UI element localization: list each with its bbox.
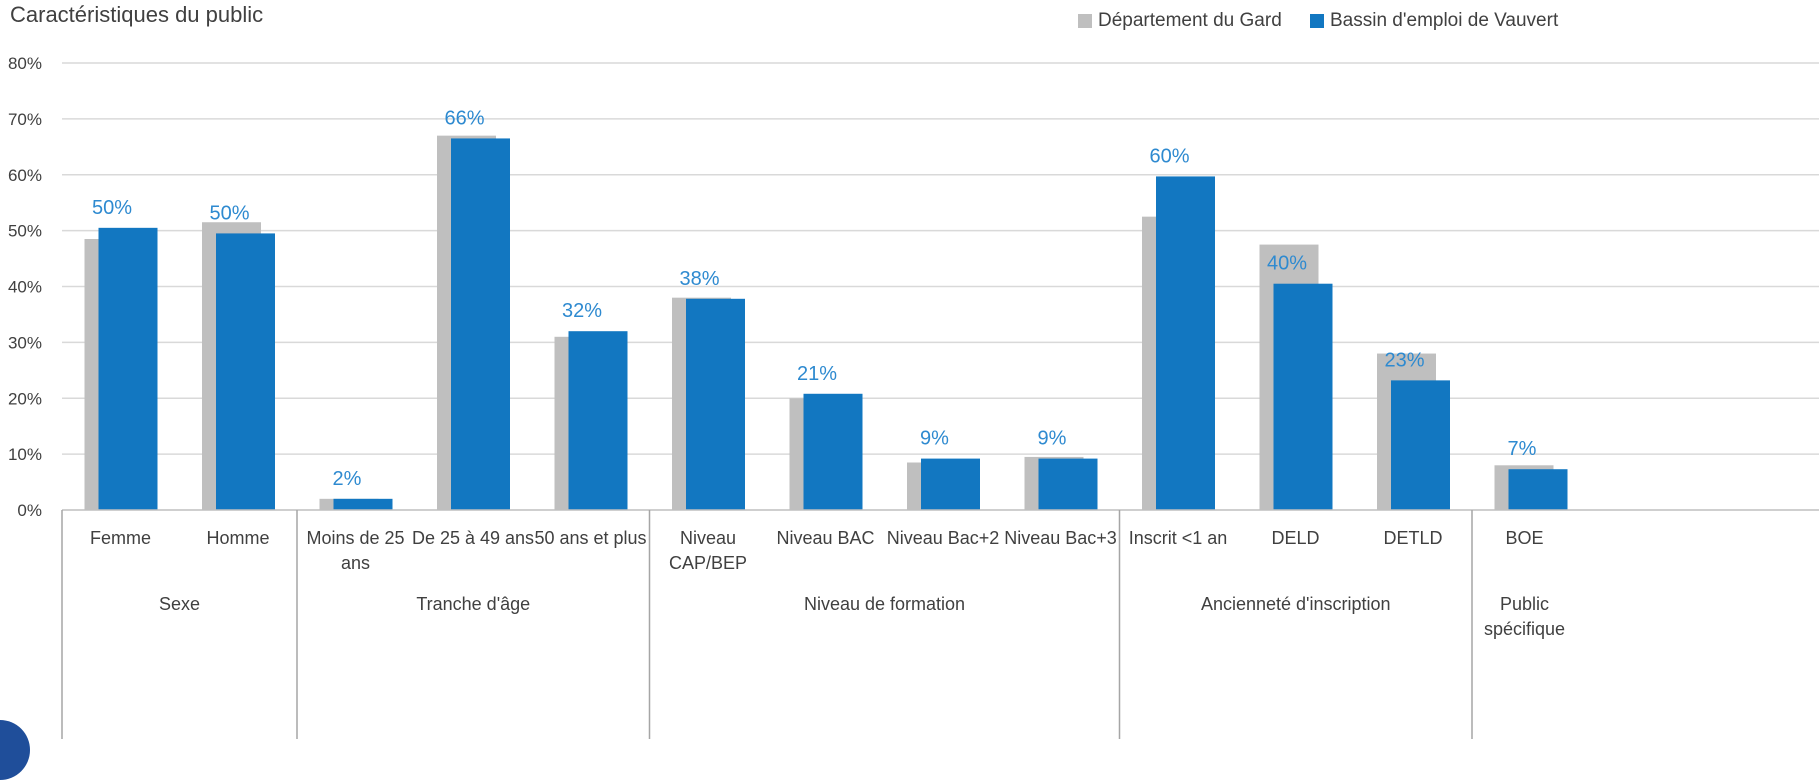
category-label: De 25 à 49 ans <box>412 528 534 548</box>
data-label: 60% <box>1149 145 1189 167</box>
group-label: Niveau de formation <box>804 594 965 614</box>
data-label: 40% <box>1267 253 1307 275</box>
category-label: DETLD <box>1383 528 1442 548</box>
category-label: Niveau <box>680 528 736 548</box>
bar-vauvert <box>686 298 745 510</box>
data-label: 38% <box>679 268 719 290</box>
data-label: 7% <box>1508 438 1537 460</box>
y-tick-label: 70% <box>8 110 42 129</box>
group-label: Public <box>1500 594 1549 614</box>
category-label: Moins de 25 <box>306 528 404 548</box>
group-label: Sexe <box>159 594 200 614</box>
category-label: Niveau BAC <box>776 528 874 548</box>
y-tick-label: 80% <box>8 54 42 73</box>
legend-item-vauvert: Bassin d'emploi de Vauvert <box>1310 10 1558 32</box>
data-label: 21% <box>797 363 837 385</box>
data-label: 2% <box>333 468 362 490</box>
legend-item-gard: Département du Gard <box>1078 10 1282 32</box>
category-label: Niveau Bac+2 <box>887 528 1000 548</box>
category-label: Inscrit <1 an <box>1129 528 1228 548</box>
bar-vauvert <box>216 233 275 510</box>
category-label: Niveau Bac+3 <box>1004 528 1117 548</box>
bar-vauvert <box>1273 283 1333 510</box>
bar-vauvert <box>568 331 628 510</box>
category-label: ans <box>341 553 370 573</box>
bar-chart: 0% 10% 20% 30% 40% 50% 60% 70% 80% 50% 50% 2% 66% 32%… <box>8 54 1819 739</box>
y-tick-label: 30% <box>8 333 42 352</box>
data-label: 66% <box>444 107 484 129</box>
group-label: Tranche d'âge <box>416 594 530 614</box>
legend-swatch-vauvert <box>1310 14 1324 28</box>
bar-vauvert <box>803 393 863 510</box>
category-label: CAP/BEP <box>669 553 747 573</box>
category-label: 50 ans et plus <box>534 528 646 548</box>
data-label: 32% <box>562 300 602 322</box>
data-label: 50% <box>209 202 249 224</box>
y-tick-label: 0% <box>17 501 42 520</box>
bar-vauvert <box>1156 176 1215 510</box>
category-label: BOE <box>1505 528 1543 548</box>
data-label: 23% <box>1384 349 1424 371</box>
bar-vauvert <box>1391 380 1450 510</box>
group-label: Ancienneté d'inscription <box>1201 594 1391 614</box>
y-tick-label: 50% <box>8 222 42 241</box>
y-tick-label: 60% <box>8 166 42 185</box>
bar-vauvert <box>1508 469 1568 510</box>
bar-vauvert <box>921 458 980 510</box>
group-label: spécifique <box>1484 619 1565 639</box>
bar-vauvert <box>333 498 393 510</box>
category-label: Femme <box>90 528 151 548</box>
legend-label-gard: Département du Gard <box>1098 10 1282 31</box>
chart-title: Caractéristiques du public <box>10 2 264 27</box>
bar-vauvert <box>451 138 510 510</box>
data-label: 50% <box>92 197 132 219</box>
legend-swatch-gard <box>1078 14 1092 28</box>
data-label: 9% <box>920 428 949 450</box>
y-tick-label: 10% <box>8 445 42 464</box>
bar-vauvert <box>98 227 158 511</box>
y-tick-label: 40% <box>8 278 42 297</box>
bar-vauvert <box>1038 458 1098 510</box>
data-label: 9% <box>1038 428 1067 450</box>
legend-label-vauvert: Bassin d'emploi de Vauvert <box>1330 10 1559 31</box>
category-label: DELD <box>1271 528 1319 548</box>
y-tick-label: 20% <box>8 389 42 408</box>
category-label: Homme <box>206 528 269 548</box>
